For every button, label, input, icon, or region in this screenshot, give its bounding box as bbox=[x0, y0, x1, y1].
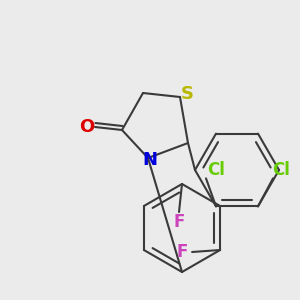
Text: F: F bbox=[173, 213, 185, 231]
Text: F: F bbox=[176, 243, 188, 261]
Text: Cl: Cl bbox=[272, 161, 290, 179]
Text: Cl: Cl bbox=[207, 161, 225, 179]
Text: S: S bbox=[181, 85, 194, 103]
Text: N: N bbox=[142, 151, 158, 169]
Text: O: O bbox=[80, 118, 94, 136]
